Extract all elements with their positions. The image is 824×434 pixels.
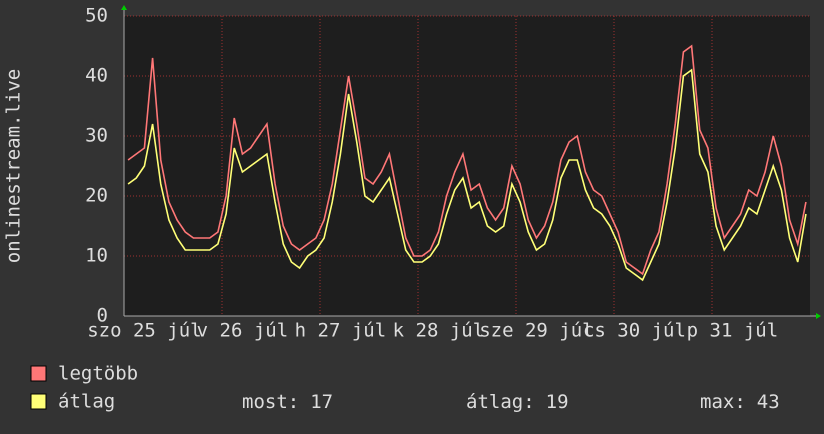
series-line xyxy=(127,68,807,282)
stat-value: 17 xyxy=(310,391,333,413)
legend-label: legtöbb xyxy=(58,363,138,385)
y-axis-label: onlinestream.live xyxy=(3,69,25,263)
stat-label: max: xyxy=(700,391,746,413)
y-tick-label: 20 xyxy=(85,185,108,207)
stat-value: 43 xyxy=(757,391,780,413)
y-tick-label: 10 xyxy=(85,245,108,267)
stat-label: átlag: xyxy=(466,391,535,413)
legend-label: átlag xyxy=(58,391,115,413)
x-tick-label: cs 30 júl xyxy=(583,320,686,342)
stat-label: most: xyxy=(242,391,299,413)
y-tick-label: 0 xyxy=(97,305,108,327)
x-tick-label: sze 29 júl xyxy=(479,320,593,342)
legend-swatch xyxy=(30,393,47,410)
x-tick-label: szo 25 júl xyxy=(87,320,201,342)
series-line xyxy=(127,44,807,276)
x-tick-label: k 28 júl xyxy=(393,320,485,342)
y-tick-label: 40 xyxy=(85,65,108,87)
x-tick-label: p 31 júl xyxy=(687,320,779,342)
legend-swatch xyxy=(30,365,47,382)
stat: átlag: 19 xyxy=(466,391,569,413)
x-tick-label: h 27 júl xyxy=(295,320,387,342)
plot-area xyxy=(124,16,810,316)
axis-arrow xyxy=(121,5,127,10)
stat-value: 19 xyxy=(546,391,569,413)
y-tick-label: 50 xyxy=(85,5,108,27)
x-tick-label: v 26 júl xyxy=(197,320,289,342)
axis-arrow xyxy=(816,313,821,319)
stat: max: 43 xyxy=(700,391,780,413)
y-tick-label: 30 xyxy=(85,125,108,147)
stat: most: 17 xyxy=(242,391,333,413)
